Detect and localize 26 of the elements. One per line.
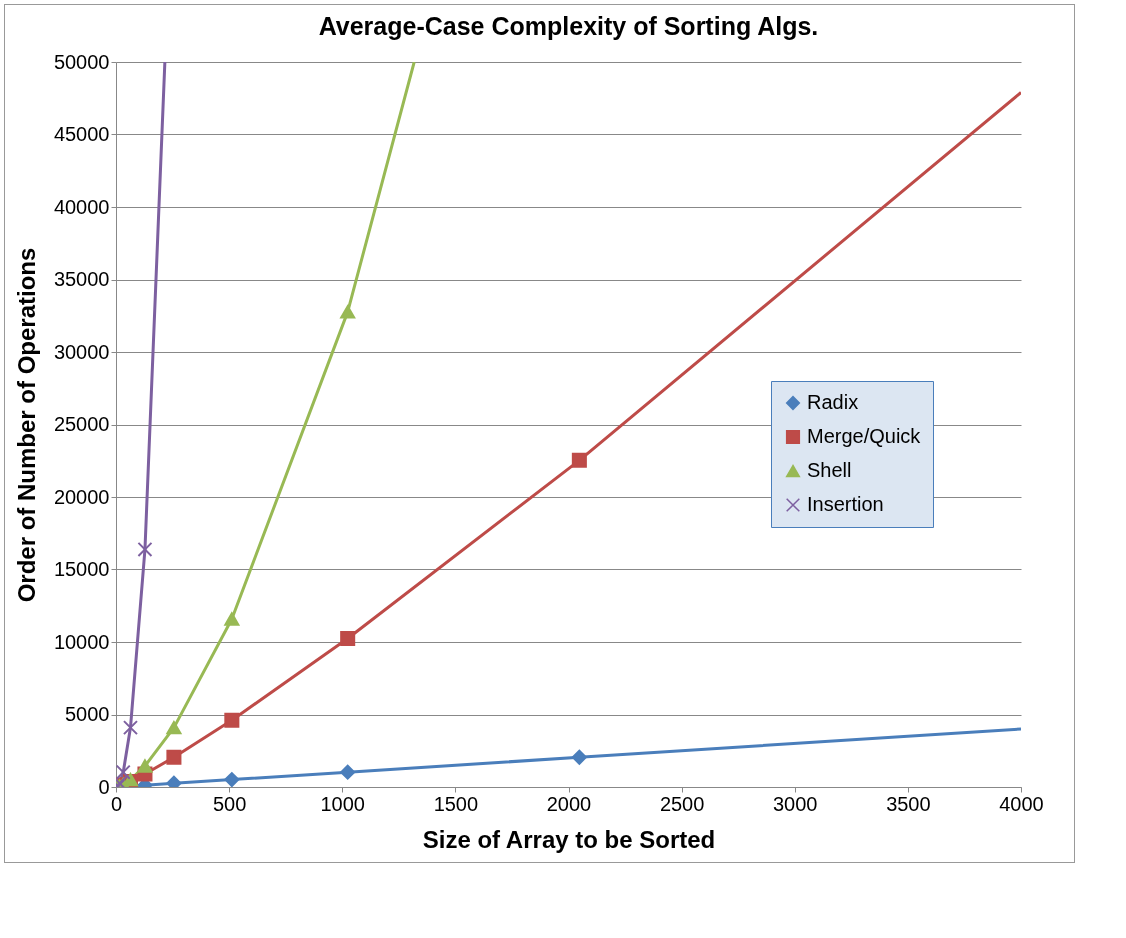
- x-tick-label: 2500: [659, 792, 705, 815]
- y-tick-label: 25000: [53, 413, 110, 435]
- x-tick-label: 4000: [999, 792, 1044, 815]
- y-tick-label: 10000: [53, 630, 110, 653]
- y-tick-label: 40000: [53, 195, 110, 218]
- y-tick-label: 15000: [53, 558, 110, 580]
- y-tick-label: 30000: [53, 340, 110, 363]
- y-tick-label: 0: [98, 775, 110, 798]
- y-tick-label: 45000: [53, 123, 110, 145]
- y-tick-label: 20000: [53, 485, 110, 508]
- legend-label: Shell: [807, 459, 852, 481]
- x-tick-label: 1000: [320, 792, 365, 815]
- x-tick-label: 1500: [433, 792, 479, 815]
- y-tick-label: 50000: [53, 50, 110, 73]
- x-tick-label: 3500: [886, 792, 931, 815]
- y-tick-label: 35000: [53, 268, 110, 290]
- legend-label: Insertion: [807, 493, 884, 515]
- x-axis-title: Size of Array to be Sorted: [422, 825, 716, 853]
- y-tick-label: 5000: [65, 703, 110, 725]
- y-axis-title: Order of Number of Operations: [12, 247, 40, 603]
- x-tick-label: 2000: [546, 792, 592, 815]
- x-tick-label: 3000: [773, 792, 818, 815]
- legend-label: Merge/Quick: [807, 425, 922, 447]
- legend-label: Radix: [807, 391, 859, 413]
- chart-title: Average-Case Complexity of Sorting Algs.: [318, 12, 819, 40]
- x-tick-label: 500: [212, 792, 247, 815]
